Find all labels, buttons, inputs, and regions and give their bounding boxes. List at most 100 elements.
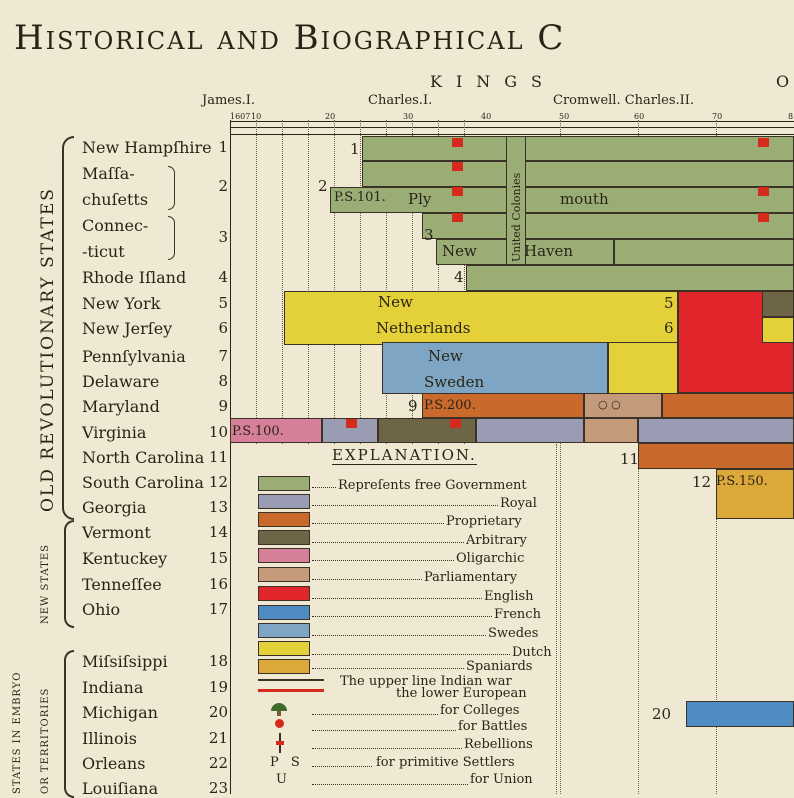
state-number: 20 [208, 703, 228, 721]
leader-dots [312, 784, 468, 785]
state-massachusetts-b: chuſetts [82, 190, 149, 209]
bar-maryland-parliamentary [584, 393, 662, 418]
legend-swatch-royal [258, 494, 310, 509]
legend-colleges: for Colleges [440, 703, 520, 718]
state-tennessee: Tenneſſee [82, 575, 162, 594]
bar-connecticut [422, 213, 794, 239]
legend-free: Repreſents free Government [338, 478, 527, 493]
state-number: 16 [208, 575, 228, 593]
legend-union: for Union [470, 772, 533, 787]
bar-massachusetts-upper [362, 161, 794, 187]
label-new-sweden-a: New [428, 347, 463, 365]
reign-charles-1: Charles.I. [368, 93, 433, 108]
battle-marker [758, 213, 769, 222]
bar-virginia-arbitrary [378, 418, 476, 443]
bar-number: 1 [350, 140, 360, 158]
tick-label: 50 [559, 112, 570, 121]
bar-rhode-island [466, 265, 794, 291]
leader-dots [312, 505, 498, 506]
caption-old-revolutionary-states: OLD REVOLUTIONARY STATES [38, 187, 58, 512]
label-new-sweden-b: Sweden [424, 373, 485, 391]
bar-number: 6 [664, 319, 674, 337]
label-ps-200: P.S.200. [424, 398, 476, 413]
state-number: 6 [218, 319, 228, 337]
bar-north-carolina [638, 443, 794, 469]
state-number: 8 [218, 372, 228, 390]
bar-delaware-dutch [608, 342, 678, 394]
leader-dots [312, 654, 510, 655]
tick-label: 40 [481, 112, 492, 121]
tick-label: 70 [712, 112, 723, 121]
leader-dots [312, 579, 422, 580]
state-new-york: New York [82, 294, 161, 313]
state-number: 15 [208, 549, 228, 567]
legend-indian-war: The upper line Indian war [340, 674, 512, 689]
european-war-line [258, 689, 324, 692]
rebellion-icon-mark [276, 741, 284, 745]
state-number: 12 [208, 473, 228, 491]
battle-marker [758, 187, 769, 196]
bar-virginia-royal-2 [476, 418, 584, 443]
chart-left-border [230, 120, 231, 794]
battle-marker [452, 213, 463, 222]
brace-massachusetts [168, 166, 175, 210]
leader-dots [312, 730, 456, 731]
college-icon [271, 703, 287, 711]
caption-territories: OR TERRITORIES [40, 687, 51, 794]
legend-swatch-arbitrary [258, 530, 310, 545]
brace-new-states [64, 520, 74, 628]
scale-rule-bottom [230, 134, 794, 135]
kings-heading: KINGS [430, 72, 557, 91]
bar-new-york-arbitrary [762, 291, 794, 317]
bar-connecticut-later [614, 239, 794, 265]
state-number: 22 [208, 754, 228, 772]
label-united-colonies: United Colonies [510, 172, 523, 262]
label-plymouth-b: mouth [560, 190, 609, 208]
bar-virginia-oligarchic [230, 418, 322, 443]
battle-marker [452, 138, 463, 147]
state-louisiana: Louiſiana [82, 779, 159, 798]
leader-dots [312, 487, 336, 488]
legend-parliamentary: Parliamentary [424, 570, 518, 585]
tick-label: 10 [251, 112, 262, 121]
label-circles: ○ ○ [598, 398, 621, 411]
bar-new-jersey-dutch [762, 317, 794, 343]
legend-swatch-dutch [258, 641, 310, 656]
label-ps-100: P.S.100. [232, 424, 284, 439]
bar-number: 20 [652, 705, 672, 723]
leader-dots [312, 668, 464, 669]
tick-label: 8 [788, 112, 794, 121]
label-ps-150: P.S.150. [716, 474, 768, 489]
legend-swatch-english [258, 586, 310, 601]
legend-rebellions: Rebellions [464, 737, 533, 752]
bar-new-sweden [382, 342, 608, 394]
state-georgia: Georgia [82, 498, 147, 517]
indian-war-line [258, 679, 324, 681]
leader-dots [312, 523, 444, 524]
legend-swatch-french [258, 605, 310, 620]
state-illinois: Illinois [82, 729, 137, 748]
scale-rule-middle [230, 127, 794, 128]
state-number: 3 [218, 228, 228, 246]
bar-number: 2 [318, 177, 328, 195]
legend-swedes: Swedes [488, 626, 539, 641]
legend-european-war: the lower European [396, 686, 527, 701]
bar-number: 12 [692, 473, 712, 491]
state-number: 18 [208, 652, 228, 670]
tick-label: 20 [325, 112, 336, 121]
bar-number: 4 [454, 268, 464, 286]
leader-dots [312, 635, 486, 636]
bar-maryland-proprietary-later [662, 393, 794, 418]
battle-marker [452, 162, 463, 171]
state-north-carolina: North Carolina [82, 448, 205, 467]
state-maryland: Maryland [82, 397, 160, 416]
label-new-haven-a: New [442, 242, 477, 260]
label-new-haven-b: Haven [524, 242, 574, 260]
bar-number: 5 [664, 294, 674, 312]
legend-english: English [484, 589, 534, 604]
label-plymouth-a: Ply [408, 190, 432, 208]
state-vermont: Vermont [82, 523, 151, 542]
legend-french: French [494, 607, 541, 622]
leader-dots [312, 766, 372, 767]
leader-dots [312, 560, 454, 561]
